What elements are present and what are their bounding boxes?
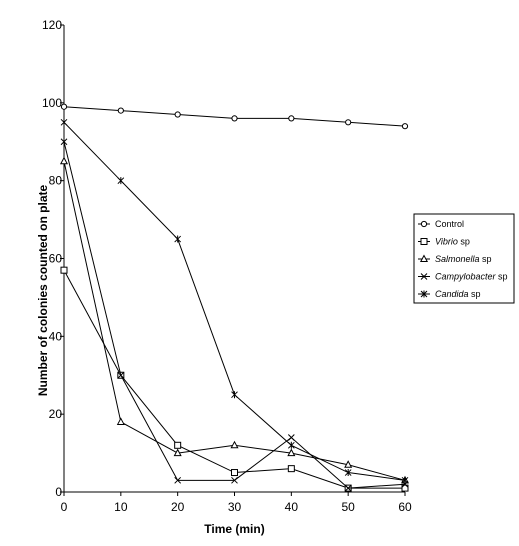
- y-tick-label: 120: [42, 18, 62, 32]
- data-point: [173, 448, 182, 457]
- data-point: [401, 484, 409, 492]
- data-point: [117, 107, 124, 114]
- data-point: [174, 235, 182, 243]
- legend-box: [413, 213, 515, 304]
- series-line: [63, 269, 405, 489]
- legend-label-genus: Campylobacter: [435, 272, 497, 282]
- legend-item: Salmonella sp: [418, 254, 492, 264]
- x-tick-label: 0: [61, 500, 68, 514]
- series-x: [60, 138, 409, 492]
- y-tick-label: 100: [42, 96, 62, 110]
- x-tick-label: 50: [341, 500, 355, 514]
- legend-label: Control: [435, 219, 464, 229]
- legend-marker: [420, 238, 428, 245]
- series-line: [63, 121, 406, 481]
- legend-label-genus: Candida: [435, 289, 469, 299]
- legend-marker: [420, 273, 428, 280]
- x-tick-label: 30: [228, 500, 242, 514]
- legend-item: Control: [418, 219, 464, 229]
- series-line: [63, 141, 406, 489]
- data-point: [117, 177, 125, 185]
- x-axis-title: Time (min): [204, 522, 264, 536]
- data-point: [60, 266, 68, 274]
- y-tick-label: 60: [49, 252, 63, 266]
- legend-label: Campylobacter sp: [435, 272, 508, 282]
- data-point: [287, 465, 295, 473]
- legend-marker: [419, 254, 429, 262]
- data-point: [287, 448, 296, 457]
- data-point: [344, 469, 352, 477]
- legend-label: Vibrio sp: [435, 237, 470, 247]
- x-tick-label: 10: [114, 500, 128, 514]
- series-square: [60, 266, 409, 492]
- data-point: [231, 469, 238, 477]
- legend-item: Candida sp: [418, 289, 481, 299]
- data-point: [344, 460, 353, 468]
- x-tick-label: 20: [171, 500, 185, 514]
- data-point: [288, 115, 295, 122]
- series-layer: [59, 103, 410, 492]
- legend-label: Salmonella sp: [435, 254, 492, 264]
- data-point: [174, 111, 181, 118]
- y-tick-label: 80: [49, 174, 63, 188]
- legend-label-suffix: sp: [469, 289, 481, 299]
- series-triangle: [59, 156, 410, 484]
- data-point: [287, 441, 295, 449]
- legend-item: Campylobacter sp: [418, 272, 508, 282]
- data-point: [117, 371, 125, 379]
- series-circle: [60, 103, 409, 130]
- y-tick-label: 40: [49, 329, 63, 343]
- series-star: [60, 118, 409, 484]
- data-point: [344, 484, 352, 492]
- legend-label-genus: Salmonella: [435, 254, 480, 264]
- x-tick-label: 60: [398, 500, 412, 514]
- data-point: [60, 118, 68, 126]
- data-point: [231, 391, 238, 399]
- data-point: [59, 156, 69, 165]
- chart-axes: 0 20 40 60 80 100 120 0 10 20 30 40 50 60: [42, 18, 412, 514]
- data-point: [345, 119, 352, 126]
- series-line: [63, 161, 406, 481]
- legend-marker: [420, 290, 428, 298]
- data-point: [230, 440, 239, 449]
- data-point: [231, 476, 238, 484]
- legend-label-suffix: sp: [480, 254, 492, 264]
- data-point: [116, 417, 125, 425]
- data-point: [287, 434, 295, 441]
- legend-label-suffix: sp: [496, 272, 508, 282]
- data-point: [401, 123, 409, 130]
- legend-label-suffix: sp: [458, 237, 470, 247]
- y-axis-title: Number of colonies counted on plate: [36, 185, 50, 397]
- legend-label: Candida sp: [435, 289, 481, 299]
- y-tick-label: 20: [49, 407, 63, 421]
- legend-item: Vibrio sp: [418, 237, 470, 247]
- legend-label-genus: Vibrio: [435, 237, 458, 247]
- data-point: [174, 441, 182, 449]
- x-tick-label: 40: [285, 500, 299, 514]
- data-point: [401, 476, 409, 484]
- data-point: [231, 115, 238, 122]
- data-point: [174, 476, 182, 484]
- data-point: [60, 103, 68, 110]
- legend-marker: [420, 220, 428, 228]
- data-point: [60, 138, 68, 146]
- y-tick-label: 0: [55, 485, 62, 499]
